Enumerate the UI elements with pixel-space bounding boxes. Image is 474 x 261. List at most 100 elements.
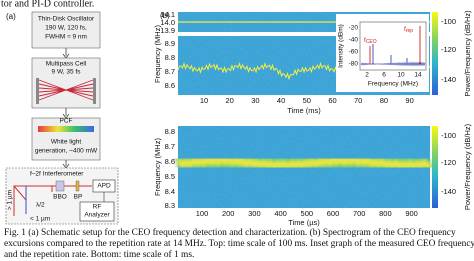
component-label: > 1 µm — [7, 190, 14, 210]
inset-x-label: Frequency (MHz) — [368, 81, 418, 88]
x-tick-label: 70 — [354, 96, 362, 105]
y-tick-label: 8.5 — [165, 172, 175, 181]
inset-y-label: Intensity (dBm) — [338, 24, 345, 68]
x-tick-label: 90 — [405, 96, 413, 105]
colorbar-tick-label: -100 — [441, 131, 456, 140]
inset-annotation: fCEO — [364, 37, 377, 46]
y-tick-label: 8.8 — [165, 127, 175, 136]
y-tick-label: 8.7 — [165, 67, 175, 76]
caption-line: Fig. 1 (a) Schematic setup for the CEO f… — [4, 227, 456, 238]
inset-x-tick-label: 10 — [397, 72, 405, 79]
x-tick-label: 80 — [380, 96, 388, 105]
inset-peaks — [372, 44, 408, 64]
y-tick-label: 8.3 — [165, 201, 175, 210]
panel-label: (b) — [160, 11, 170, 20]
inset-bg — [336, 14, 429, 92]
caption-line: and the repetition rate. Bottom: time sc… — [4, 249, 194, 260]
inset-spectrum — [360, 61, 426, 67]
arrow — [62, 160, 70, 169]
x-tick-label: 100 — [196, 209, 209, 218]
box-text: FWHM ≈ 9 nm — [45, 34, 87, 41]
x-axis-label: Time (ms) — [287, 106, 321, 115]
x-tick-label: 700 — [353, 209, 366, 218]
x-tick-label: 300 — [248, 209, 261, 218]
inset-frame — [359, 21, 427, 71]
pcf-fiber — [38, 126, 94, 132]
arrow — [62, 48, 70, 59]
annotation-subscript: rep — [406, 28, 413, 34]
box-text: Multipass Cell — [46, 61, 87, 68]
x-axis-label: Time (µs) — [288, 218, 320, 227]
bbo-crystal — [55, 180, 65, 192]
x-tick-label: 900 — [405, 209, 418, 218]
colorbar-label: Power/Frequency (dB/Hz) — [463, 123, 472, 210]
y-tick-label: 13.9 — [160, 26, 175, 35]
panel-b: 14.114.013.9 8.9 8.8 8.7 8.6 10 20 30 40 50 60 70 80… — [153, 10, 472, 227]
inset-y-tick-label: -20 — [349, 25, 359, 32]
annotation-symbol: f — [364, 37, 366, 44]
inset-x-tick-label: 2 — [365, 72, 369, 79]
x-tick-label: 500 — [301, 209, 314, 218]
x-tick-label: 200 — [222, 209, 235, 218]
colorbar-label: Power/Frequency (dB/Hz) — [463, 10, 472, 97]
y-tick-label: 8.6 — [165, 81, 175, 90]
y-axis-label: Frequency (MHz) — [153, 138, 162, 196]
colorbar — [432, 12, 438, 95]
caption-line: excursions compared to the repetition ra… — [4, 238, 474, 249]
multipass-box — [31, 57, 101, 109]
y-tick-label: 14.1 — [160, 10, 175, 19]
box-text: White light — [51, 139, 82, 146]
colorbar — [432, 126, 438, 208]
mirror — [36, 78, 39, 104]
inset-x-tick-label: 14 — [414, 72, 422, 79]
y-tick-label: 8.4 — [165, 187, 175, 196]
component-label: BP — [74, 194, 83, 201]
colorbar-tick-label: -120 — [441, 158, 456, 167]
x-tick-label: 30 — [251, 96, 259, 105]
y-tick-label: 14.0 — [160, 18, 175, 27]
mirror — [93, 78, 96, 104]
x-tick-label: 60 — [328, 96, 336, 105]
inset-y-tick-label: -60 — [349, 49, 359, 56]
x-tick-label: 40 — [277, 96, 285, 105]
colorbar-tick-label: -120 — [441, 45, 456, 54]
arrow — [62, 108, 70, 119]
band-core — [176, 155, 433, 171]
inset-x-tick-label: 6 — [382, 72, 386, 79]
beam — [38, 79, 94, 101]
colorbar-tick-label: -140 — [441, 75, 456, 84]
box-text: 9 W, 35 fs — [52, 69, 82, 76]
component-label: Analyzer — [84, 212, 110, 219]
component-label: BBO — [53, 194, 67, 201]
y-tick-label: 8.6 — [165, 157, 175, 166]
rf-analyzer-box — [79, 201, 115, 222]
y-tick-label: 8.9 — [165, 39, 175, 48]
caption: Fig. 1 (a) Schematic setup for the CEO f… — [4, 227, 474, 260]
component-label: RF — [93, 204, 102, 211]
y-tick-label: 8.8 — [165, 53, 175, 62]
y-tick-label: 8.7 — [165, 142, 175, 151]
panel-a: (a) Thin-Disk Oscillator 190 W, 120 fs, … — [5, 11, 119, 225]
box-text: Thin-Disk Oscillator — [38, 16, 95, 23]
box-text: generation, ~400 mW — [35, 148, 98, 155]
header-fragment: tor and PI-D controller. — [1, 0, 94, 9]
x-tick-label: 400 — [274, 209, 287, 218]
x-tick-label: 10 — [200, 96, 208, 105]
component-label: λ/2 — [36, 202, 45, 209]
colorbar-tick-label: -140 — [441, 187, 456, 196]
pcf-box — [31, 117, 101, 161]
component-label: APD — [97, 183, 111, 190]
panel-label: (a) — [6, 12, 16, 21]
box-text: PCF — [60, 118, 73, 125]
x-tick-label: 50 — [303, 96, 311, 105]
annotation-symbol: f — [404, 26, 406, 33]
component-label: < 1 µm — [30, 216, 50, 223]
inset-y-tick-label: -80 — [349, 61, 359, 68]
oscillator-box — [31, 11, 101, 49]
y-axis-label: Frequency (MHz) — [153, 25, 162, 83]
box-text: 190 W, 120 fs, — [45, 25, 87, 32]
x-tick-label: 20 — [226, 96, 234, 105]
inset-annotation: frep — [404, 26, 413, 35]
inset-y-tick-label: -40 — [349, 37, 359, 44]
